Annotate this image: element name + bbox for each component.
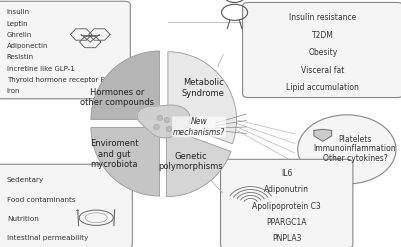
Polygon shape bbox=[137, 105, 190, 138]
Ellipse shape bbox=[298, 115, 396, 184]
Text: Incretine like GLP-1: Incretine like GLP-1 bbox=[7, 66, 75, 72]
Text: Hormones or
other compounds: Hormones or other compounds bbox=[80, 88, 154, 107]
Text: Insulin: Insulin bbox=[7, 9, 30, 15]
Circle shape bbox=[164, 117, 170, 123]
FancyBboxPatch shape bbox=[243, 2, 401, 98]
Wedge shape bbox=[166, 128, 231, 197]
Text: T2DM: T2DM bbox=[312, 31, 334, 40]
FancyBboxPatch shape bbox=[0, 1, 130, 99]
Polygon shape bbox=[314, 129, 332, 141]
Circle shape bbox=[166, 126, 172, 132]
Text: Intestinal permeability: Intestinal permeability bbox=[7, 235, 88, 241]
Text: IL6: IL6 bbox=[281, 169, 292, 178]
Wedge shape bbox=[168, 52, 237, 144]
Wedge shape bbox=[91, 51, 160, 120]
FancyBboxPatch shape bbox=[221, 159, 353, 247]
FancyBboxPatch shape bbox=[0, 164, 132, 247]
Text: Adiponutrin: Adiponutrin bbox=[264, 185, 309, 194]
Text: Thyroid hormone receptor B: Thyroid hormone receptor B bbox=[7, 77, 105, 83]
Text: Adiponectin: Adiponectin bbox=[7, 43, 48, 49]
Text: New
mechanisms?: New mechanisms? bbox=[173, 117, 225, 137]
Text: Apolipoprotein C3: Apolipoprotein C3 bbox=[252, 202, 321, 211]
Text: Genetic
polymorphisms: Genetic polymorphisms bbox=[158, 152, 223, 171]
Text: Iron: Iron bbox=[7, 88, 20, 94]
Text: Leptin: Leptin bbox=[7, 21, 28, 26]
Text: Nutrition: Nutrition bbox=[7, 216, 38, 222]
Text: PPARGC1A: PPARGC1A bbox=[267, 218, 307, 227]
Text: Lipid accumulation: Lipid accumulation bbox=[286, 83, 359, 92]
Text: Immunoinflammation: Immunoinflammation bbox=[314, 144, 396, 153]
Text: Resistin: Resistin bbox=[7, 54, 34, 60]
Text: Food contaminants: Food contaminants bbox=[7, 197, 75, 203]
Text: PNPLA3: PNPLA3 bbox=[272, 234, 302, 243]
Text: Sedentary: Sedentary bbox=[7, 177, 44, 184]
Text: Visceral fat: Visceral fat bbox=[301, 66, 344, 75]
Text: Metabolic
Syndrome: Metabolic Syndrome bbox=[182, 78, 225, 98]
Text: Insulin resistance: Insulin resistance bbox=[289, 13, 356, 22]
Text: Ghrelin: Ghrelin bbox=[7, 32, 32, 38]
Circle shape bbox=[157, 115, 163, 121]
Text: Obesity: Obesity bbox=[308, 48, 337, 57]
Text: Platelets: Platelets bbox=[338, 135, 372, 144]
Circle shape bbox=[154, 124, 159, 130]
Text: Other cytokines?: Other cytokines? bbox=[322, 154, 387, 163]
Text: Enviroment
and gut
mycrobiota: Enviroment and gut mycrobiota bbox=[90, 140, 138, 169]
Wedge shape bbox=[91, 127, 160, 196]
